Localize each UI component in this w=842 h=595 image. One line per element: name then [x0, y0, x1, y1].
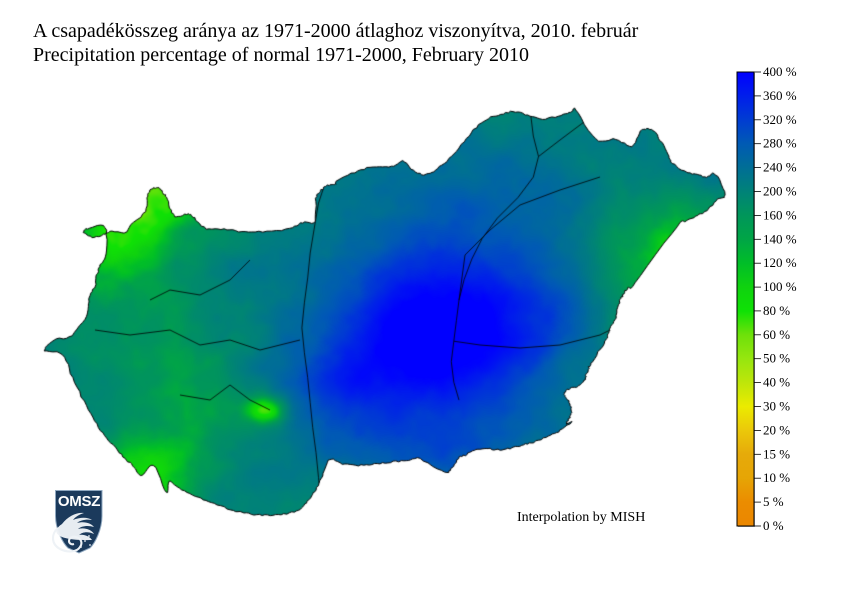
- svg-text:50 %: 50 %: [763, 351, 790, 366]
- svg-text:100 %: 100 %: [763, 279, 797, 294]
- svg-text:400 %: 400 %: [763, 64, 797, 79]
- svg-text:30 %: 30 %: [763, 399, 790, 414]
- svg-text:15 %: 15 %: [763, 446, 790, 461]
- svg-text:40 %: 40 %: [763, 375, 790, 390]
- svg-text:160 %: 160 %: [763, 207, 797, 222]
- svg-text:0 %: 0 %: [763, 518, 784, 533]
- svg-text:240 %: 240 %: [763, 160, 797, 175]
- svg-text:360 %: 360 %: [763, 88, 797, 103]
- svg-text:OMSZ: OMSZ: [58, 493, 100, 510]
- svg-text:10 %: 10 %: [763, 470, 790, 485]
- svg-text:120 %: 120 %: [763, 255, 797, 270]
- svg-text:80 %: 80 %: [763, 303, 790, 318]
- svg-text:20 %: 20 %: [763, 422, 790, 437]
- svg-text:200 %: 200 %: [763, 184, 797, 199]
- svg-text:Interpolation by MISH: Interpolation by MISH: [517, 510, 645, 525]
- svg-text:5 %: 5 %: [763, 494, 784, 509]
- svg-text:60 %: 60 %: [763, 327, 790, 342]
- svg-text:140 %: 140 %: [763, 231, 797, 246]
- svg-text:280 %: 280 %: [763, 136, 797, 151]
- svg-text:Precipitation percentage of no: Precipitation percentage of normal 1971-…: [33, 44, 529, 66]
- svg-text:A csapadékösszeg aránya az 197: A csapadékösszeg aránya az 1971-2000 átl…: [33, 20, 639, 42]
- svg-text:320 %: 320 %: [763, 112, 797, 127]
